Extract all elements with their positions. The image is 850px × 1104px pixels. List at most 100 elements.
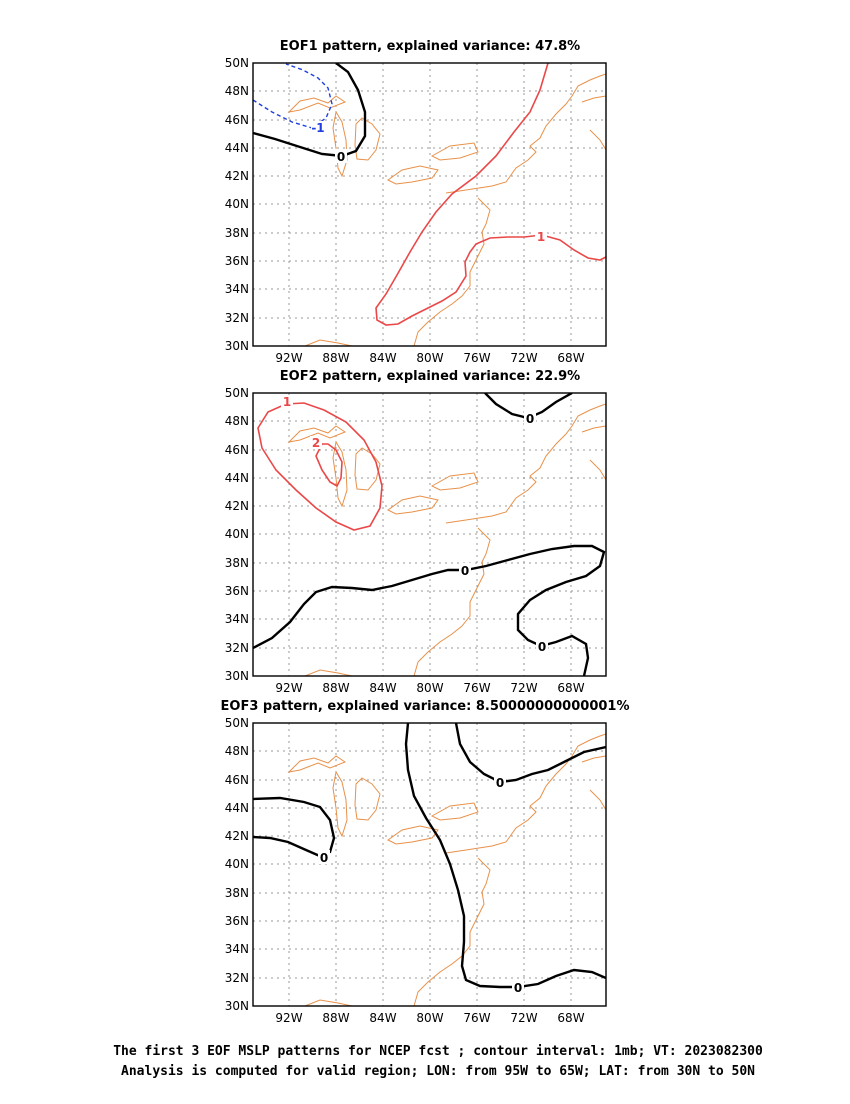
contour-label: 2 <box>312 436 320 450</box>
contour-label: 0 <box>320 851 328 865</box>
svg-text:76W: 76W <box>463 1011 490 1025</box>
svg-text:36N: 36N <box>225 914 249 928</box>
svg-text:80W: 80W <box>416 681 443 695</box>
svg-text:76W: 76W <box>463 681 490 695</box>
svg-text:42N: 42N <box>225 829 249 843</box>
contour-label: 1 <box>537 230 545 244</box>
contour-zero <box>253 544 606 676</box>
contour-labels: -1 0 1 <box>311 121 547 244</box>
panel-title: EOF1 pattern, explained variance: 47.8% <box>280 39 580 54</box>
svg-text:30N: 30N <box>225 999 249 1013</box>
panel-title: EOF2 pattern, explained variance: 22.9% <box>280 369 580 384</box>
figure-caption: The first 3 EOF MSLP patterns for NCEP f… <box>113 1044 763 1079</box>
contour-zero <box>454 723 606 784</box>
x-axis: 92W 88W 84W 80W 76W 72W 68W <box>275 1011 584 1025</box>
y-axis: 50N 48N 46N 44N 42N 40N 38N 36N 34N 32N … <box>225 386 249 683</box>
svg-text:40N: 40N <box>225 197 249 211</box>
svg-text:50N: 50N <box>225 386 249 400</box>
map-frame <box>252 62 607 347</box>
svg-text:30N: 30N <box>225 339 249 353</box>
x-axis: 92W 88W 84W 80W 76W 72W 68W <box>275 351 584 365</box>
svg-text:44N: 44N <box>225 471 249 485</box>
coastline-map <box>287 403 606 676</box>
svg-text:72W: 72W <box>510 681 537 695</box>
svg-text:46N: 46N <box>225 443 249 457</box>
panel-title: EOF3 pattern, explained variance: 8.5000… <box>221 699 630 714</box>
contour-label: 0 <box>461 564 469 578</box>
svg-text:80W: 80W <box>416 351 443 365</box>
panel-eof2: EOF2 pattern, explained variance: 22.9% <box>225 369 607 695</box>
svg-text:48N: 48N <box>225 744 249 758</box>
y-axis: 50N 48N 46N 44N 42N 40N 38N 36N 34N 32N … <box>225 716 249 1013</box>
coastline-map <box>287 733 606 1006</box>
panel-eof3: EOF3 pattern, explained variance: 8.5000… <box>221 699 630 1025</box>
svg-text:44N: 44N <box>225 801 249 815</box>
svg-text:80W: 80W <box>416 1011 443 1025</box>
caption-line-1: The first 3 EOF MSLP patterns for NCEP f… <box>113 1044 763 1059</box>
pressure-contours <box>253 723 606 989</box>
svg-text:46N: 46N <box>225 773 249 787</box>
y-axis: 50N 48N 46N 44N 42N 40N 38N 36N 34N 32N … <box>225 56 249 353</box>
svg-text:34N: 34N <box>225 282 249 296</box>
svg-text:42N: 42N <box>225 169 249 183</box>
svg-text:68W: 68W <box>557 681 584 695</box>
svg-text:48N: 48N <box>225 414 249 428</box>
svg-text:84W: 84W <box>369 1011 396 1025</box>
svg-text:72W: 72W <box>510 1011 537 1025</box>
contour-label: -1 <box>311 121 324 135</box>
svg-text:50N: 50N <box>225 716 249 730</box>
svg-text:84W: 84W <box>369 681 396 695</box>
svg-text:92W: 92W <box>275 1011 302 1025</box>
svg-text:34N: 34N <box>225 612 249 626</box>
svg-text:92W: 92W <box>275 681 302 695</box>
svg-text:38N: 38N <box>225 226 249 240</box>
contour-zero <box>253 63 367 158</box>
svg-text:76W: 76W <box>463 351 490 365</box>
svg-text:48N: 48N <box>225 84 249 98</box>
contour-zero <box>253 796 336 859</box>
contour-label: 0 <box>526 412 534 426</box>
svg-text:40N: 40N <box>225 857 249 871</box>
contour-negative-1 <box>253 63 333 129</box>
grid-lines <box>253 63 606 346</box>
svg-text:44N: 44N <box>225 141 249 155</box>
svg-text:32N: 32N <box>225 971 249 985</box>
svg-text:36N: 36N <box>225 254 249 268</box>
coastline-map <box>287 73 606 346</box>
svg-text:88W: 88W <box>322 681 349 695</box>
svg-text:30N: 30N <box>225 669 249 683</box>
svg-text:88W: 88W <box>322 1011 349 1025</box>
svg-text:32N: 32N <box>225 311 249 325</box>
svg-text:34N: 34N <box>225 942 249 956</box>
svg-text:84W: 84W <box>369 351 396 365</box>
map-frame <box>252 722 607 1007</box>
contour-label: 0 <box>538 640 546 654</box>
svg-text:36N: 36N <box>225 584 249 598</box>
svg-text:72W: 72W <box>510 351 537 365</box>
svg-text:40N: 40N <box>225 527 249 541</box>
svg-text:92W: 92W <box>275 351 302 365</box>
grid-lines <box>253 393 606 676</box>
contour-label: 0 <box>514 981 522 995</box>
svg-text:32N: 32N <box>225 641 249 655</box>
grid-lines <box>253 723 606 1006</box>
contour-zero <box>404 723 606 989</box>
contour-label: 0 <box>496 776 504 790</box>
svg-text:38N: 38N <box>225 886 249 900</box>
caption-line-2: Analysis is computed for valid region; L… <box>121 1064 755 1079</box>
x-axis: 92W 88W 84W 80W 76W 72W 68W <box>275 681 584 695</box>
contour-positive-1 <box>257 402 383 531</box>
contour-label: 1 <box>283 395 291 409</box>
svg-text:50N: 50N <box>225 56 249 70</box>
map-frame <box>252 392 607 677</box>
panel-eof1: EOF1 pattern, explained variance: 47.8% <box>225 39 607 365</box>
svg-text:68W: 68W <box>557 351 584 365</box>
svg-text:46N: 46N <box>225 113 249 127</box>
contour-labels: 1 2 0 0 0 <box>281 395 548 654</box>
contour-positive-2 <box>315 443 343 488</box>
contour-label: 0 <box>337 150 345 164</box>
svg-text:38N: 38N <box>225 556 249 570</box>
contour-labels: 0 0 0 <box>318 775 524 995</box>
svg-text:68W: 68W <box>557 1011 584 1025</box>
